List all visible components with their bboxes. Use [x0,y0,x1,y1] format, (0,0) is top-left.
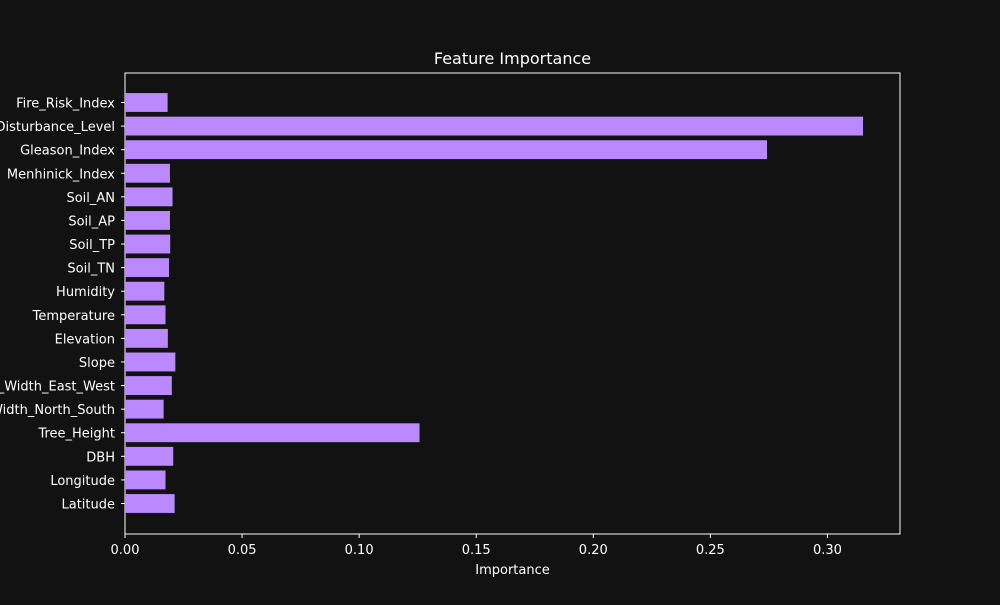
plot-area [124,72,901,535]
bars-layer [125,93,864,513]
y-tick-label: Soil_TP [69,238,115,253]
x-tick-label: 0.15 [462,543,491,558]
y-tick-label: Temperature [32,309,115,324]
y-tick-label: Disturbance_Level [0,120,115,135]
bar-crown-width-north-south [125,399,164,419]
y-axis: Fire_Risk_Index Disturbance_Level Gleason_… [0,97,125,513]
y-tick-label: Soil_AP [68,214,115,229]
y-tick-label: DBH [86,450,115,465]
bar-soil-ap [125,211,170,230]
bar-longitude [125,470,166,490]
x-tick-label: 0.10 [345,543,374,558]
bar-soil-an [125,187,173,207]
bar-temperature [125,305,166,325]
bar-fire-risk-index [125,93,168,112]
bar-dbh [125,446,174,466]
y-tick-label: Elevation [55,332,115,347]
bar-soil-tp [125,234,171,254]
y-tick-label: Slope [79,356,115,371]
bar-soil-tn [125,258,170,278]
x-axis-title: Importance [475,563,550,578]
y-tick-label: Humidity [56,285,115,300]
y-tick-label: Menhinick_Index [7,167,115,182]
bar-disturbance-level [125,116,864,136]
y-tick-label: Crown_Width_East_West [0,380,115,395]
bar-slope [125,352,176,372]
y-tick-label: Tree_Height [37,427,115,442]
y-tick-label: Soil_AN [66,191,115,206]
y-tick-label: Longitude [50,474,115,489]
x-tick-label: 0.05 [228,543,257,558]
bar-menhinick-index [125,163,170,183]
x-tick-label: 0.30 [813,543,842,558]
y-tick-label: Latitude [61,498,115,513]
x-tick-label: 0.00 [111,543,140,558]
bar-elevation [125,328,168,348]
y-tick-label: Gleason_Index [20,144,115,159]
x-axis: 0.00 0.05 0.10 0.15 0.20 0.25 0.30 [111,534,842,558]
y-tick-label: Fire_Risk_Index [16,97,115,112]
bar-humidity [125,281,165,301]
x-tick-label: 0.20 [579,543,608,558]
y-tick-label: Soil_TN [67,262,115,277]
chart-title: Feature Importance [434,49,591,68]
bar-gleason-index [125,140,768,160]
y-tick-label: Crown_Width_North_South [0,403,115,418]
bar-tree-height [125,423,420,443]
bar-crown-width-east-west [125,376,172,395]
bar-latitude [125,494,175,513]
x-tick-label: 0.25 [696,543,725,558]
